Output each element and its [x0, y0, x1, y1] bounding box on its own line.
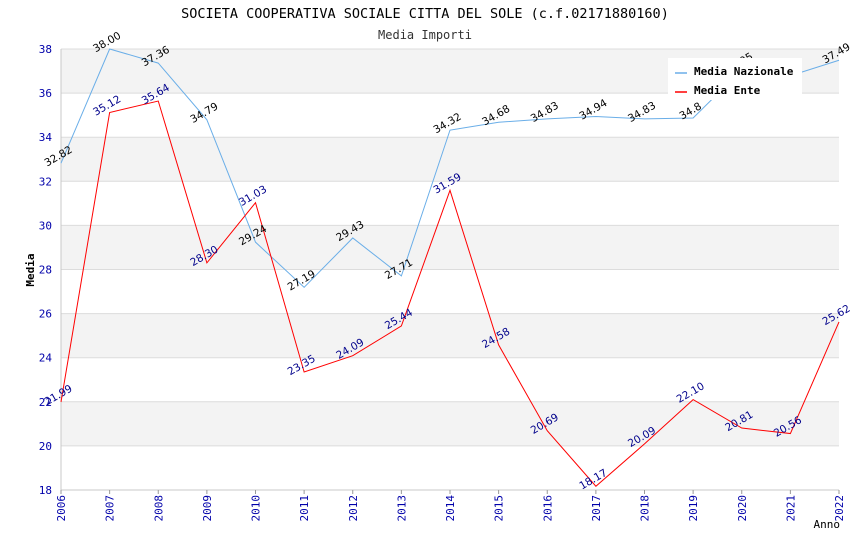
- x-tick-label: 2011: [298, 495, 311, 522]
- legend-label-media-nazionale: Media Nazionale: [694, 65, 794, 78]
- series-line-media-ente: [60, 100, 840, 487]
- y-tick-label: 28: [39, 264, 52, 277]
- x-tick-label: 2007: [104, 495, 117, 522]
- background-band: [61, 137, 839, 182]
- x-tick-label: 2014: [444, 495, 457, 522]
- legend-background: [668, 58, 802, 100]
- background-band: [61, 225, 839, 270]
- chart-subtitle: Media Importi: [378, 28, 472, 42]
- series-lines: [60, 48, 840, 487]
- y-tick-label: 34: [39, 131, 53, 144]
- y-tick-label: 30: [39, 219, 52, 232]
- y-tick-label: 26: [39, 308, 52, 321]
- background-band: [61, 313, 839, 358]
- series-line-media-nazionale: [60, 48, 840, 289]
- x-tick-label: 2018: [639, 495, 652, 522]
- x-axis-ticks: 2006 2007 2008 2009 2010 2011 2012 2013 2014 2015…: [55, 490, 846, 522]
- y-tick-label: 32: [39, 175, 52, 188]
- y-tick-label: 38: [39, 43, 52, 56]
- x-tick-label: 2021: [784, 495, 797, 522]
- chart-title: SOCIETA COOPERATIVA SOCIALE CITTA DEL SO…: [181, 6, 669, 22]
- x-tick-label: 2010: [250, 495, 263, 522]
- y-tick-label: 24: [39, 352, 53, 365]
- y-tick-label: 36: [39, 87, 52, 100]
- x-tick-label: 2013: [395, 495, 408, 522]
- x-tick-label: 2017: [590, 495, 603, 522]
- legend-label-media-ente: Media Ente: [694, 84, 761, 97]
- x-tick-label: 2008: [152, 495, 165, 522]
- x-tick-label: 2015: [493, 495, 506, 522]
- x-tick-label: 2012: [347, 495, 360, 522]
- legend: Media Nazionale Media Ente: [668, 58, 802, 100]
- y-tick-label: 20: [39, 440, 52, 453]
- background-band: [61, 445, 839, 490]
- background-band: [61, 357, 839, 402]
- x-tick-label: 2006: [55, 495, 68, 522]
- x-tick-label: 2020: [736, 495, 749, 522]
- x-tick-label: 2009: [201, 495, 214, 522]
- x-tick-label: 2022: [833, 495, 846, 522]
- y-tick-label: 22: [39, 396, 52, 409]
- y-axis-label: Media: [24, 253, 37, 286]
- y-tick-label: 18: [39, 484, 52, 497]
- y-axis-ticks: 18 20 22 24 26 28 30 32 34 36 38: [39, 43, 53, 497]
- x-axis-label: Anno: [814, 518, 841, 531]
- x-tick-label: 2019: [687, 495, 700, 522]
- x-tick-label: 2016: [541, 495, 554, 522]
- background-band: [61, 181, 839, 226]
- background-band: [61, 269, 839, 314]
